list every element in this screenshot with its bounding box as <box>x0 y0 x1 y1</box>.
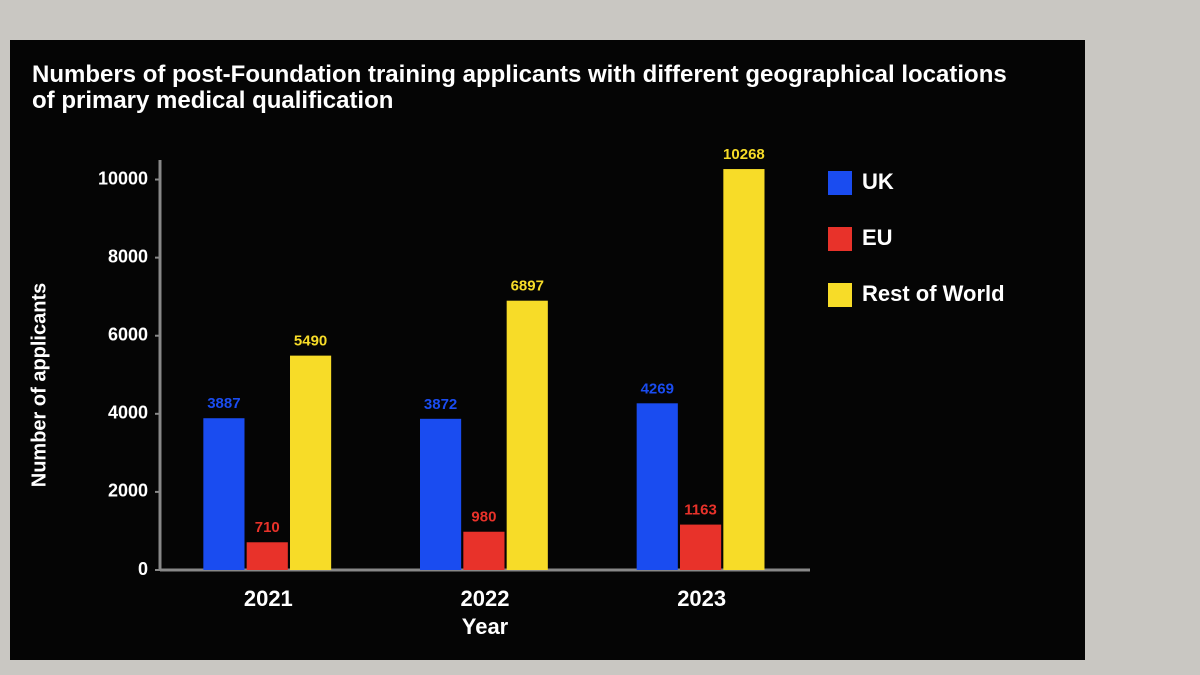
x-axis-label: Year <box>462 614 509 639</box>
y-tick-label: 6000 <box>108 324 148 344</box>
y-tick-label: 10000 <box>98 168 148 188</box>
data-label: 3887 <box>207 395 240 412</box>
data-label: 1163 <box>684 502 717 519</box>
bar <box>636 403 678 570</box>
y-tick-label: 0 <box>138 559 148 579</box>
bar <box>290 355 332 570</box>
data-label: 3872 <box>424 396 457 413</box>
bar <box>203 418 245 570</box>
y-tick-label: 4000 <box>108 403 148 423</box>
data-label: 5490 <box>294 333 327 350</box>
y-axis-label: Number of applicants <box>28 283 50 487</box>
legend-swatch <box>828 171 852 195</box>
bar <box>420 418 462 570</box>
data-label: 6897 <box>511 278 544 295</box>
legend-swatch <box>828 227 852 251</box>
chart-title: Numbers of post-Foundation training appl… <box>32 61 1007 114</box>
x-tick-label: 2022 <box>461 586 510 611</box>
data-label: 710 <box>255 519 280 536</box>
y-tick-label: 2000 <box>108 481 148 501</box>
data-label: 980 <box>471 509 496 526</box>
y-tick-label: 8000 <box>108 246 148 266</box>
bar <box>680 524 722 570</box>
x-tick-label: 2023 <box>677 586 726 611</box>
legend-label: Rest of World <box>862 281 1005 306</box>
x-tick-label: 2021 <box>244 586 293 611</box>
legend-label: UK <box>862 169 894 194</box>
bar <box>463 531 505 570</box>
data-label: 4269 <box>641 380 674 397</box>
legend-swatch <box>828 283 852 307</box>
bar <box>723 169 765 570</box>
data-label: 10268 <box>723 146 765 163</box>
bar <box>246 542 288 570</box>
bar <box>506 300 548 570</box>
legend-label: EU <box>862 225 893 250</box>
